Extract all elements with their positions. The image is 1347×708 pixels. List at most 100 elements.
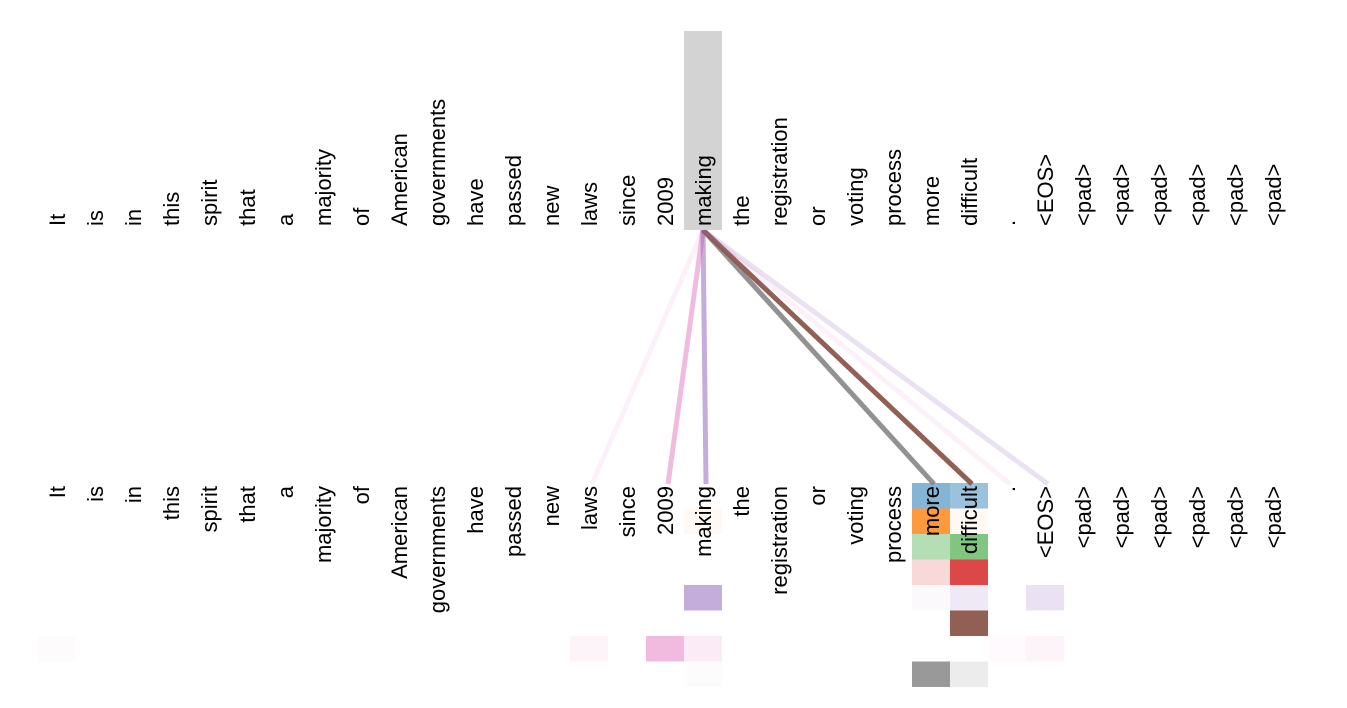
source-token[interactable]: spirit — [197, 180, 222, 226]
target-token[interactable]: <pad> — [1223, 486, 1248, 548]
source-token[interactable]: <pad> — [1109, 164, 1134, 226]
target-token[interactable]: or — [805, 486, 830, 506]
target-token[interactable]: majority — [311, 486, 336, 563]
target-token[interactable]: in — [121, 486, 146, 503]
attention-cell — [912, 483, 950, 509]
attention-cell — [912, 508, 950, 534]
attention-cell — [950, 483, 988, 509]
source-token[interactable]: a — [273, 213, 298, 226]
source-token[interactable]: voting — [843, 167, 868, 226]
attention-cell — [950, 559, 988, 585]
source-token-row: It is in this spirit that a majority of American g… — [45, 99, 1286, 226]
source-token[interactable]: since — [615, 175, 640, 226]
attention-cell — [570, 636, 608, 662]
target-token[interactable]: is — [83, 486, 108, 502]
source-token[interactable]: 2009 — [653, 177, 678, 226]
source-token[interactable]: difficult — [957, 158, 982, 226]
source-token[interactable]: of — [349, 207, 374, 226]
target-token[interactable]: a — [273, 485, 298, 498]
target-token[interactable]: the — [729, 486, 754, 517]
attention-cell — [1026, 585, 1064, 611]
target-token[interactable]: since — [615, 486, 640, 537]
source-token[interactable]: making — [691, 155, 716, 226]
target-token[interactable]: making — [691, 486, 716, 557]
source-token[interactable]: registration — [767, 117, 792, 226]
source-token[interactable]: new — [539, 186, 564, 226]
attention-cell — [950, 661, 988, 687]
source-token[interactable]: <pad> — [1147, 164, 1172, 226]
source-token[interactable]: governments — [425, 99, 450, 226]
attention-cell — [912, 534, 950, 560]
target-token[interactable]: difficult — [957, 486, 982, 554]
target-token[interactable]: registration — [767, 486, 792, 595]
attention-line — [701, 228, 936, 486]
target-token[interactable]: passed — [501, 486, 526, 557]
attention-cell — [988, 636, 1026, 662]
target-token[interactable]: American — [387, 486, 412, 579]
target-token[interactable]: <EOS> — [1033, 486, 1058, 558]
target-token[interactable]: more — [919, 486, 944, 536]
source-token[interactable]: more — [919, 176, 944, 226]
source-token[interactable]: . — [995, 220, 1020, 226]
attention-cell — [684, 508, 722, 534]
attention-lines — [589, 227, 1050, 487]
target-token[interactable]: It — [45, 486, 70, 498]
target-token[interactable]: <pad> — [1109, 486, 1134, 548]
source-token[interactable]: laws — [577, 182, 602, 226]
source-token[interactable]: American — [387, 133, 412, 226]
target-token[interactable]: <pad> — [1185, 486, 1210, 548]
target-token[interactable]: governments — [425, 486, 450, 613]
source-token[interactable]: this — [159, 192, 184, 226]
target-token[interactable]: <pad> — [1071, 486, 1096, 548]
target-token[interactable]: of — [349, 485, 374, 504]
selected-token-box[interactable] — [684, 31, 722, 230]
attention-cell — [912, 661, 950, 687]
source-token[interactable]: in — [121, 209, 146, 226]
target-token[interactable]: <pad> — [1147, 486, 1172, 548]
target-token[interactable]: this — [159, 486, 184, 520]
attention-cell — [646, 636, 684, 662]
source-token[interactable]: It — [45, 214, 70, 226]
source-token[interactable]: majority — [311, 149, 336, 226]
target-token[interactable]: . — [995, 486, 1020, 492]
attention-line — [700, 229, 709, 485]
selected-token-highlight — [684, 31, 722, 230]
source-token[interactable]: process — [881, 149, 906, 226]
source-token[interactable]: the — [729, 195, 754, 226]
source-token[interactable]: that — [235, 189, 260, 226]
attention-cell — [950, 610, 988, 636]
source-token[interactable]: <EOS> — [1033, 154, 1058, 226]
target-token[interactable]: <pad> — [1261, 486, 1286, 548]
target-token[interactable]: 2009 — [653, 486, 678, 535]
source-token[interactable]: passed — [501, 155, 526, 226]
target-token[interactable]: have — [463, 486, 488, 534]
attention-cell — [38, 636, 76, 662]
source-token[interactable]: have — [463, 178, 488, 226]
attention-cell — [950, 534, 988, 560]
attention-cell — [950, 585, 988, 611]
target-token[interactable]: process — [881, 486, 906, 563]
target-token[interactable]: voting — [843, 486, 868, 545]
target-token[interactable]: laws — [577, 486, 602, 530]
attention-cell — [684, 636, 722, 662]
source-token[interactable]: is — [83, 210, 108, 226]
attention-line — [665, 229, 706, 485]
source-token[interactable]: <pad> — [1261, 164, 1286, 226]
attention-cell — [912, 559, 950, 585]
attention-line — [701, 228, 1012, 486]
source-token[interactable]: or — [805, 206, 830, 226]
attention-heatmap — [38, 483, 1064, 687]
target-token[interactable]: new — [539, 486, 564, 526]
target-token[interactable]: that — [235, 486, 260, 523]
attention-cell — [1026, 636, 1064, 662]
attention-line — [701, 228, 974, 486]
attention-line — [701, 227, 1050, 487]
target-token[interactable]: spirit — [197, 486, 222, 532]
source-token[interactable]: <pad> — [1071, 164, 1096, 226]
source-token[interactable]: <pad> — [1185, 164, 1210, 226]
attention-cell — [912, 585, 950, 611]
source-token[interactable]: <pad> — [1223, 164, 1248, 226]
attention-line — [589, 228, 706, 486]
target-token-row: It is in this spirit that a majority of American g… — [45, 485, 1286, 613]
